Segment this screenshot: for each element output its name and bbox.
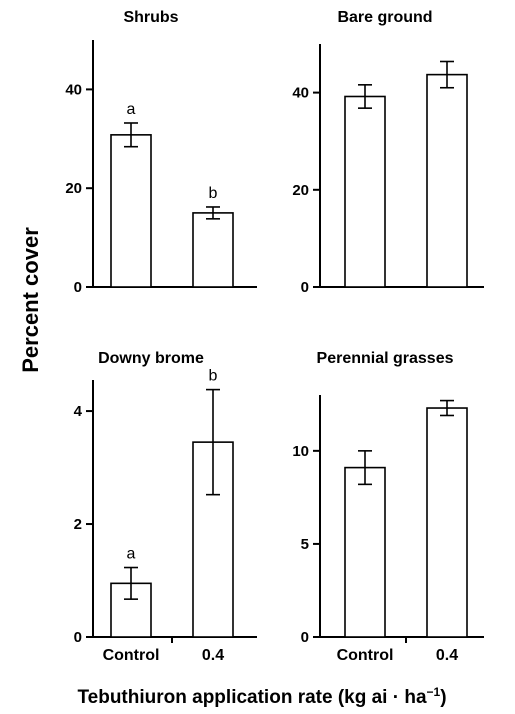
panel-3: Downy brome 0 2 4 a Control b 0.4	[74, 350, 257, 664]
significance-letter: b	[209, 185, 218, 202]
bar-2	[427, 408, 467, 637]
bar-1	[345, 468, 385, 637]
x-axis-label-text: Tebuthiuron application rate (kg ai · ha	[77, 687, 426, 708]
y-tick-label: 40	[65, 81, 82, 98]
x-category-label: Control	[337, 647, 394, 664]
panel-title: Perennial grasses	[317, 350, 454, 367]
panel-title: Bare ground	[337, 9, 432, 26]
significance-letter: a	[127, 546, 136, 563]
bar-2	[193, 213, 233, 287]
panel-4: Perennial grasses 0 5 10 Control 0.4	[292, 350, 484, 664]
x-axis-label-superscript: −1	[427, 685, 441, 699]
y-tick-label: 2	[74, 516, 82, 533]
x-category-label: Control	[103, 647, 160, 664]
y-tick-label: 0	[74, 629, 82, 646]
y-tick-label: 0	[301, 629, 309, 646]
x-category-label: 0.4	[436, 647, 458, 664]
y-tick-label: 4	[74, 403, 83, 420]
y-tick-label: 40	[292, 85, 309, 102]
bar-2	[427, 75, 467, 287]
y-tick-label: 20	[292, 182, 309, 199]
panel-title: Downy brome	[98, 350, 204, 367]
panel-title: Shrubs	[123, 9, 178, 26]
y-tick-label: 0	[74, 279, 82, 296]
y-tick-label: 5	[301, 536, 309, 553]
panel-2: Bare ground 0 20 40	[292, 9, 484, 296]
significance-letter: b	[209, 368, 218, 385]
y-tick-label: 10	[292, 443, 309, 460]
bar-1	[111, 135, 151, 287]
x-axis-label: Tebuthiuron application rate (kg ai · ha…	[77, 685, 446, 708]
panel-1: Shrubs 0 20 40 a b	[65, 9, 257, 296]
y-axis-label: Percent cover	[18, 227, 43, 373]
x-category-label: 0.4	[202, 647, 224, 664]
y-tick-label: 20	[65, 180, 82, 197]
bar-1	[345, 96, 385, 287]
y-tick-label: 0	[301, 279, 309, 296]
significance-letter: a	[127, 101, 136, 118]
x-axis-label-close: )	[440, 687, 446, 708]
